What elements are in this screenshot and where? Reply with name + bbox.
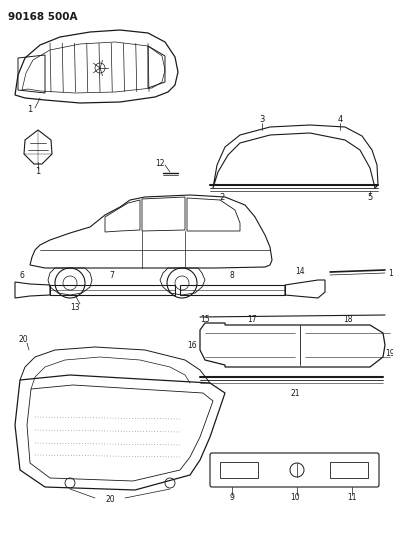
Text: 7: 7 [110, 271, 114, 280]
Text: 20: 20 [105, 496, 115, 505]
Text: 3: 3 [259, 116, 265, 125]
Text: 17: 17 [247, 316, 257, 325]
Bar [330, 462, 368, 478]
Text: 14: 14 [295, 268, 305, 277]
Text: 8: 8 [230, 271, 234, 280]
Text: 90168 500A: 90168 500A [8, 12, 77, 22]
Text: 15: 15 [200, 316, 210, 325]
Text: 5: 5 [367, 193, 373, 203]
Text: 9: 9 [230, 492, 235, 502]
Text: 13: 13 [70, 303, 80, 311]
Text: 16: 16 [187, 341, 197, 350]
Text: 4: 4 [337, 116, 343, 125]
Text: 6: 6 [20, 271, 24, 280]
Text: 1: 1 [35, 167, 40, 176]
Text: 1: 1 [28, 106, 33, 115]
Text: 2: 2 [219, 193, 225, 203]
Text: 15: 15 [388, 269, 393, 278]
Text: 20: 20 [18, 335, 28, 344]
Text: 10: 10 [290, 492, 300, 502]
Text: 19: 19 [385, 349, 393, 358]
Bar [220, 462, 258, 478]
Text: 11: 11 [347, 492, 357, 502]
Text: 12: 12 [155, 158, 165, 167]
Text: 18: 18 [343, 316, 353, 325]
Text: 21: 21 [290, 389, 300, 398]
